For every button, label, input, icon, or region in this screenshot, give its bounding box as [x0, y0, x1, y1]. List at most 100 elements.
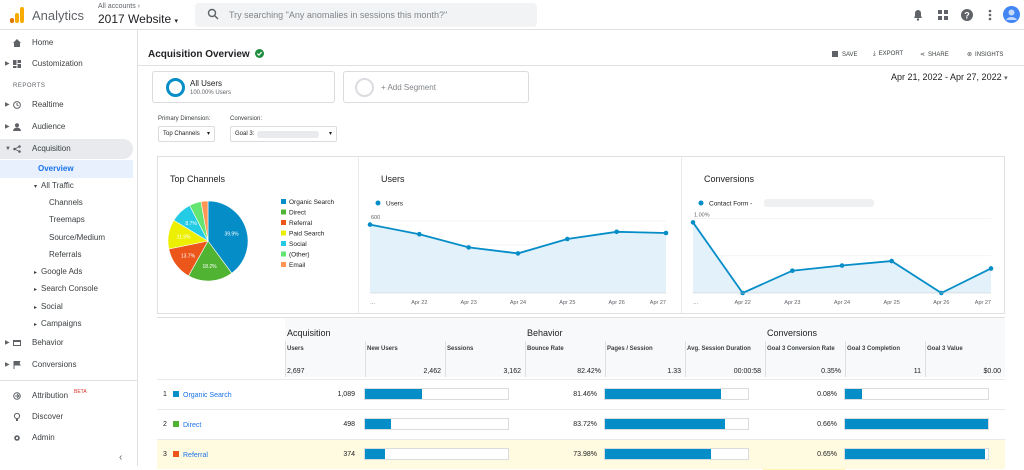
data-point[interactable] [565, 236, 570, 242]
column-header[interactable]: Bounce Rate [527, 346, 564, 352]
primary-dimension-select[interactable]: Top Channels ▾ [158, 126, 215, 142]
data-point[interactable] [466, 245, 471, 250]
share-button[interactable]: ⋖ SHARE [920, 51, 949, 58]
sidebar-item-social[interactable]: ▸ Social [34, 298, 63, 316]
search-input[interactable]: Try searching "Any anomalies in sessions… [229, 10, 448, 20]
sidebar-item-overview[interactable]: Overview [0, 160, 133, 178]
conversion-rate-value: 0.66% [817, 421, 837, 428]
total-value: 2,697 [287, 368, 305, 375]
add-segment-button[interactable]: + Add Segment [343, 71, 529, 103]
save-button[interactable]: SAVE [832, 51, 858, 58]
export-button[interactable]: ⤓ EXPORT [873, 51, 903, 58]
sidebar-item-all-traffic[interactable]: ▾ All Traffic [34, 177, 74, 195]
bounce-bar-track [604, 448, 749, 460]
help-icon[interactable]: ? [960, 8, 974, 22]
pie-slice[interactable] [188, 240, 233, 282]
sidebar-item-search-console[interactable]: ▸ Search Console [34, 280, 98, 298]
sidebar-item-audience[interactable]: ▶ Audience [0, 117, 133, 137]
insights-button[interactable]: ⊛ INSIGHTS [967, 51, 1003, 58]
channel-link[interactable]: Referral [173, 451, 208, 459]
segment-all-users[interactable]: All Users 100.00% Users [152, 71, 335, 103]
sidebar-item-acquisition[interactable]: ▼ Acquisition [0, 139, 133, 159]
legend-swatch [281, 199, 286, 204]
series-area [370, 224, 666, 293]
primary-dimension-value: Top Channels [163, 131, 200, 137]
data-point[interactable] [614, 229, 619, 235]
column-header[interactable]: Users [287, 346, 304, 352]
data-point[interactable] [790, 268, 795, 274]
column-header[interactable]: Goal 3 Completion [847, 346, 901, 352]
primary-dimension-label: Primary Dimension: [158, 116, 211, 122]
data-point[interactable] [889, 258, 894, 264]
sidebar-item-home[interactable]: Home [0, 33, 133, 53]
sidebar: Home ▶ Customization REPORTS ▶ Realtime … [0, 30, 138, 466]
accounts-breadcrumb[interactable]: All accounts › [98, 3, 141, 10]
top-channels-title: Top Channels [170, 174, 226, 184]
sidebar-item-customization[interactable]: ▶ Customization [0, 54, 133, 74]
column-header[interactable]: New Users [367, 346, 398, 352]
data-point[interactable] [988, 266, 994, 271]
sidebar-item-attribution[interactable]: Attribution BETA [0, 386, 133, 406]
data-point[interactable] [690, 220, 696, 225]
property-selector[interactable]: 2017 Website ▾ [98, 12, 178, 26]
clock-icon [13, 101, 21, 109]
column-header[interactable]: Sessions [447, 346, 474, 352]
column-header[interactable]: Goal 3 Value [927, 346, 963, 352]
sidebar-item-conversions[interactable]: ▶ Conversions [0, 355, 133, 375]
bounce-rate-value: 83.72% [573, 421, 597, 428]
collapse-sidebar-icon[interactable]: ‹ [119, 452, 123, 463]
data-point[interactable] [367, 222, 373, 227]
data-point[interactable] [417, 231, 422, 237]
bell-icon[interactable] [911, 8, 925, 22]
pie-slice[interactable] [207, 200, 249, 274]
share-label: SHARE [928, 52, 949, 58]
table-row: 2 Direct 498 83.72% 0.66% [157, 409, 1005, 439]
sidebar-item-realtime[interactable]: ▶ Realtime [0, 95, 133, 115]
data-point[interactable] [839, 263, 845, 268]
x-tick-label: Apr 27 [975, 300, 991, 306]
date-range-selector[interactable]: Apr 21, 2022 - Apr 27, 2022 ▾ [891, 72, 1008, 82]
conversion-rate-value: 0.08% [817, 391, 837, 398]
group-behavior: Behavior [527, 328, 563, 338]
acquisition-icon [13, 145, 21, 153]
sidebar-item-channels[interactable]: Channels [49, 198, 83, 207]
column-header[interactable]: Goal 3 Conversion Rate [767, 346, 835, 352]
users-value: 498 [343, 421, 355, 428]
analytics-logo[interactable] [10, 7, 24, 23]
sidebar-item-source-medium[interactable]: Source/Medium [49, 233, 106, 242]
channel-name[interactable]: Organic Search [183, 392, 232, 399]
column-header[interactable]: Pages / Session [607, 346, 653, 352]
conversion-select[interactable]: Goal 3: ▾ [230, 126, 337, 142]
avatar[interactable] [1003, 6, 1020, 23]
x-tick-label: Apr 25 [559, 300, 575, 306]
users-value: 1,089 [337, 391, 355, 398]
more-vert-icon[interactable] [983, 8, 997, 22]
search-box[interactable]: Try searching "Any anomalies in sessions… [195, 3, 537, 27]
legend-label: Paid Search [289, 231, 325, 238]
legend-label: Referral [289, 220, 313, 227]
sidebar-item-google-ads[interactable]: ▸ Google Ads [34, 263, 82, 281]
bounce-rate-value: 81.46% [573, 391, 597, 398]
data-point[interactable] [515, 251, 521, 256]
table-row: 1 Organic Search 1,089 81.46% 0.08% [157, 379, 1005, 409]
legend-swatch [281, 241, 286, 246]
sidebar-item-label: Home [32, 38, 54, 47]
channel-name[interactable]: Direct [183, 422, 202, 429]
sidebar-item-treemaps[interactable]: Treemaps [49, 215, 85, 224]
sidebar-item-admin[interactable]: Admin [0, 428, 133, 448]
channel-link[interactable]: Direct [173, 421, 201, 429]
segment-name: All Users [190, 79, 223, 88]
sidebar-item-referrals[interactable]: Referrals [49, 250, 82, 259]
channel-name[interactable]: Referral [183, 452, 208, 459]
pie-slice[interactable] [200, 200, 209, 242]
sidebar-item-campaigns[interactable]: ▸ Campaigns [34, 315, 81, 333]
conversion-bar-track [844, 388, 989, 400]
sidebar-item-behavior[interactable]: ▶ Behavior [0, 333, 133, 353]
channel-link[interactable]: Organic Search [173, 391, 232, 399]
column-divider [685, 341, 686, 377]
data-point[interactable] [663, 230, 669, 236]
apps-grid-icon[interactable] [936, 8, 950, 22]
sidebar-item-discover[interactable]: Discover [0, 407, 133, 427]
column-header[interactable]: Avg. Session Duration [687, 346, 751, 352]
